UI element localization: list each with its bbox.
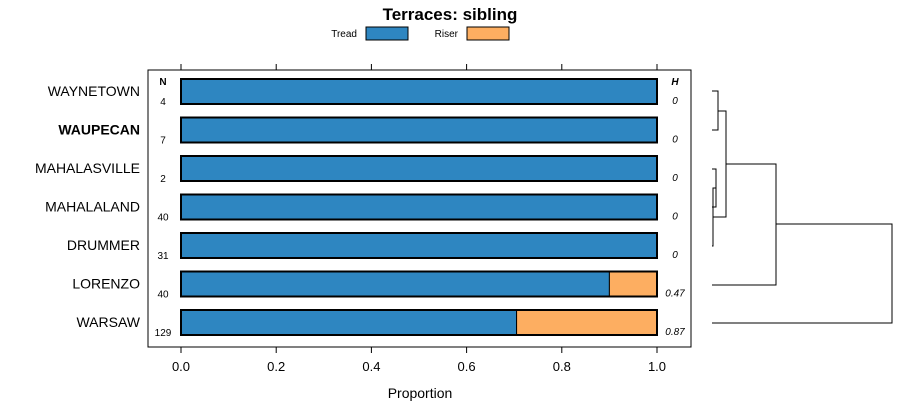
h-labels: 0 0 0 0 0 0.47 0.87 <box>665 96 685 338</box>
row-label-mahalasville: MAHALASVILLE <box>35 160 140 176</box>
bar-outline-drummer <box>180 232 658 259</box>
legend-label-tread: Tread <box>331 29 357 40</box>
plot-frame <box>147 69 692 348</box>
bars <box>180 78 658 336</box>
n-label-waynetown: 4 <box>160 97 166 108</box>
h-label-mahalaland: 0 <box>672 212 678 223</box>
h-label-warsaw: 0.87 <box>665 327 685 338</box>
bar-waynetown-tread <box>180 78 658 105</box>
h-label-waupecan: 0 <box>672 135 678 146</box>
x-tick-label-3: 0.6 <box>458 359 476 374</box>
row-label-lorenzo: LORENZO <box>72 276 140 292</box>
bar-outline-lorenzo <box>180 270 658 298</box>
row-labels: WAYNETOWN WAUPECAN MAHALASVILLE MAHALALAND D… <box>35 83 141 330</box>
n-label-drummer: 31 <box>157 251 169 262</box>
n-labels: 4 7 2 40 31 40 129 <box>155 97 172 339</box>
x-tick-label-5: 1.0 <box>648 359 666 374</box>
dendrogram-branch-waynetown-waupecan <box>712 90 719 131</box>
n-label-mahalasville: 2 <box>160 174 166 185</box>
bar-lorenzo-tread <box>180 271 610 297</box>
dendrogram-branch-lorenzo <box>712 163 777 286</box>
n-label-waupecan: 7 <box>160 136 166 147</box>
chart-title: Terraces: sibling <box>383 5 518 24</box>
n-label-lorenzo: 40 <box>157 290 169 301</box>
dendrogram-branch-join-top <box>713 110 727 218</box>
row-label-warsaw: WARSAW <box>76 314 140 330</box>
x-axis-title: Proportion <box>388 385 453 401</box>
bar-lorenzo-riser <box>608 271 658 297</box>
legend-swatch-tread <box>365 26 409 41</box>
legend: Tread Riser <box>331 26 510 41</box>
bar-outline-mahalaland <box>180 193 658 221</box>
bar-drummer-tread <box>180 232 658 259</box>
x-tick-label-2: 0.4 <box>362 359 380 374</box>
bar-outline-mahalasville <box>180 155 658 182</box>
legend-swatch-riser <box>466 26 510 41</box>
dendrogram-branch-warsaw <box>712 223 893 324</box>
legend-label-riser: Riser <box>435 29 459 40</box>
bar-outline-waynetown <box>180 78 658 105</box>
bar-outline-warsaw <box>180 309 658 336</box>
x-tick-label-1: 0.2 <box>267 359 285 374</box>
n-label-mahalaland: 40 <box>157 213 169 224</box>
x-tick-label-0: 0.0 <box>172 359 190 374</box>
n-column-header: N <box>159 77 166 88</box>
bar-outline-waupecan <box>180 116 658 144</box>
bar-warsaw-riser <box>516 309 658 336</box>
dendrogram <box>712 90 893 324</box>
h-label-mahalasville: 0 <box>672 173 678 184</box>
x-tick-label-4: 0.8 <box>553 359 571 374</box>
h-column-header: H <box>671 77 679 88</box>
row-label-mahalaland: MAHALALAND <box>45 199 140 215</box>
row-label-drummer: DRUMMER <box>67 237 140 253</box>
h-label-waynetown: 0 <box>672 96 678 107</box>
x-axis: 0.0 0.2 0.4 0.6 0.8 1.0 <box>172 64 666 374</box>
h-label-lorenzo: 0.47 <box>665 289 685 300</box>
row-label-waynetown: WAYNETOWN <box>48 83 140 99</box>
bar-waupecan-tread <box>180 117 658 143</box>
bar-warsaw-tread <box>180 309 518 336</box>
h-label-drummer: 0 <box>672 250 678 261</box>
bar-mahalaland-tread <box>180 194 658 220</box>
row-label-waupecan: WAUPECAN <box>58 122 140 138</box>
bar-mahalasville-tread <box>180 155 658 182</box>
n-label-warsaw: 129 <box>155 328 172 339</box>
